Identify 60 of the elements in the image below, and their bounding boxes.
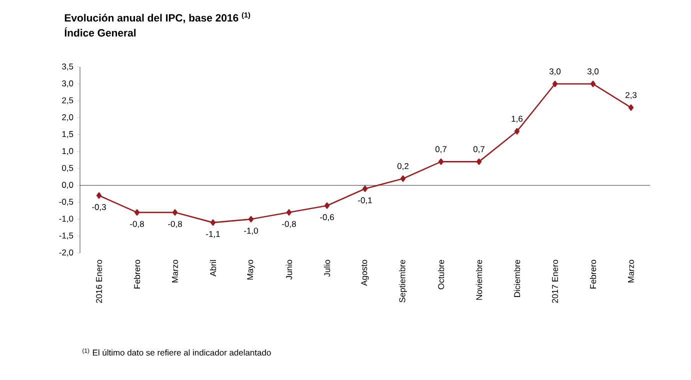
x-tick-label: Febrero: [590, 260, 596, 288]
point: [552, 80, 558, 88]
point: [210, 219, 216, 226]
x-tick-label: 2017 Enero: [552, 260, 558, 303]
x-tick-label: Octubre: [438, 260, 444, 290]
data-label: 0,7: [473, 146, 484, 154]
point: [628, 104, 634, 111]
data-label: -0,6: [320, 214, 334, 222]
y-tick-label: 0,5: [62, 164, 74, 172]
point: [96, 192, 102, 199]
x-tick-label: Mayo: [247, 260, 255, 280]
y-tick-label: 0,0: [62, 182, 74, 189]
data-label: -0,8: [130, 220, 144, 228]
x-tick-label: Septiembre: [399, 260, 407, 302]
data-label: -0,1: [358, 197, 372, 204]
point: [172, 209, 178, 216]
x-tick-label: Marzo: [628, 260, 634, 282]
y-tick-label: 2,5: [62, 97, 74, 104]
x-tick-label: Diciembre: [514, 260, 520, 297]
y-tick-label: 3,5: [62, 64, 74, 70]
x-tick-label: Abril: [210, 260, 216, 276]
x-tick-label: 2016 Enero: [96, 260, 102, 303]
text: $^{(1)}$ El último dato se refiere al indicador adelantado: [82, 348, 271, 356]
point: [438, 158, 444, 165]
y-tick-label: -1,0: [59, 216, 74, 223]
x-tick-label: Noviembre: [476, 260, 482, 300]
data-label: -1,0: [244, 228, 258, 235]
x-tick-label: Agosto: [361, 260, 369, 286]
x-tick-label: Julio: [324, 260, 330, 277]
data-label: 3,0: [587, 68, 599, 76]
point: [324, 202, 330, 209]
data-label: 1,6: [512, 116, 523, 123]
point: [514, 128, 520, 134]
data-label: -0,8: [282, 220, 296, 228]
point: [362, 186, 368, 192]
data-label: 3,0: [549, 68, 561, 76]
y-tick-label: 3,0: [62, 80, 74, 88]
point: [400, 175, 406, 182]
point: [248, 216, 254, 222]
point: [286, 209, 292, 216]
y-tick-label: -1,5: [59, 232, 74, 240]
chart-subtitle: Índice General: [64, 27, 136, 37]
x-tick-label: Marzo: [172, 260, 178, 282]
x-tick-label: Junio: [286, 260, 292, 280]
point: [476, 158, 482, 165]
point: [134, 209, 140, 216]
x-tick-label: Febrero: [134, 260, 140, 288]
data-label: -1,1: [206, 231, 220, 238]
y-tick-label: 2,0: [62, 114, 74, 122]
data-label: -0,3: [92, 204, 106, 212]
y-tick-label: 1,0: [62, 148, 74, 156]
chart-title: Evolución anual del IPC, base 2016 $^{(1)}$: [64, 12, 250, 24]
data-label: 0,7: [435, 146, 446, 154]
y-tick-label: -2,0: [59, 250, 74, 256]
y-tick-label: 1,5: [62, 131, 74, 138]
data-label: 2,3: [626, 92, 637, 100]
data-label: -0,8: [168, 220, 182, 228]
point: [590, 80, 596, 88]
data-label: 0,2: [397, 163, 408, 170]
y-tick-label: -0,5: [59, 198, 74, 206]
